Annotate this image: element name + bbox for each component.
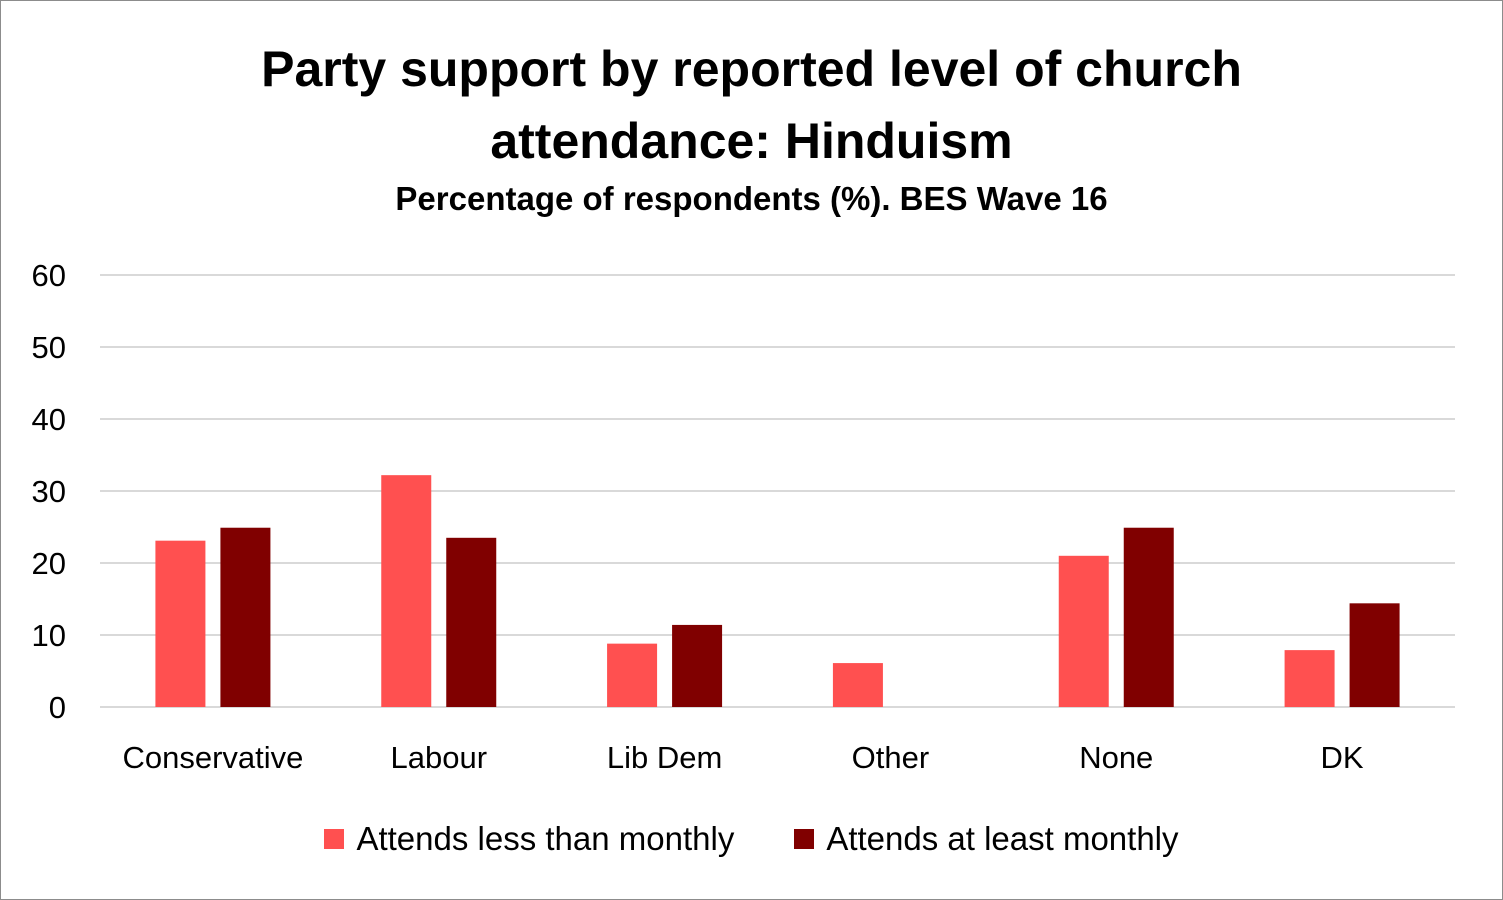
bar-labour-series-0 (381, 475, 432, 707)
x-tick-label: Other (852, 740, 930, 775)
chart-title-line-2: attendance: Hinduism (490, 113, 1013, 169)
bar-other-series-0 (832, 663, 883, 707)
bar-labour-series-1 (446, 537, 497, 707)
legend-swatch (324, 829, 345, 849)
bar-lib-dem-series-0 (607, 643, 658, 707)
legend: Attends less than monthly Attends at lea… (0, 820, 1503, 858)
legend-item-less-than-monthly: Attends less than monthly (324, 820, 734, 858)
legend-item-at-least-monthly: Attends at least monthly (794, 820, 1179, 858)
y-tick-label: 50 (32, 330, 66, 365)
bar-none-series-0 (1058, 555, 1109, 707)
x-tick-label: Conservative (122, 740, 303, 775)
bar-conservative-series-1 (220, 527, 271, 707)
bar-dk-series-0 (1284, 650, 1335, 707)
y-tick-label: 30 (32, 474, 66, 509)
bar-dk-series-1 (1349, 603, 1400, 707)
x-tick-label: Lib Dem (607, 740, 722, 775)
legend-label: Attends at least monthly (826, 820, 1179, 857)
x-tick-label: DK (1321, 740, 1364, 775)
y-tick-label: 40 (32, 402, 66, 437)
chart-title-line-1: Party support by reported level of churc… (261, 41, 1242, 97)
legend-swatch (794, 829, 815, 849)
y-tick-label: 20 (32, 546, 66, 581)
y-tick-label: 10 (32, 618, 66, 653)
bar-lib-dem-series-1 (672, 624, 723, 707)
x-tick-label: Labour (390, 740, 487, 775)
y-tick-label: 0 (49, 690, 66, 725)
y-tick-label: 60 (32, 258, 66, 293)
chart-subtitle: Percentage of respondents (%). BES Wave … (395, 180, 1108, 217)
bar-conservative-series-0 (155, 540, 206, 707)
legend-label: Attends less than monthly (356, 820, 735, 857)
x-tick-label: None (1079, 740, 1153, 775)
bar-none-series-1 (1123, 527, 1174, 707)
